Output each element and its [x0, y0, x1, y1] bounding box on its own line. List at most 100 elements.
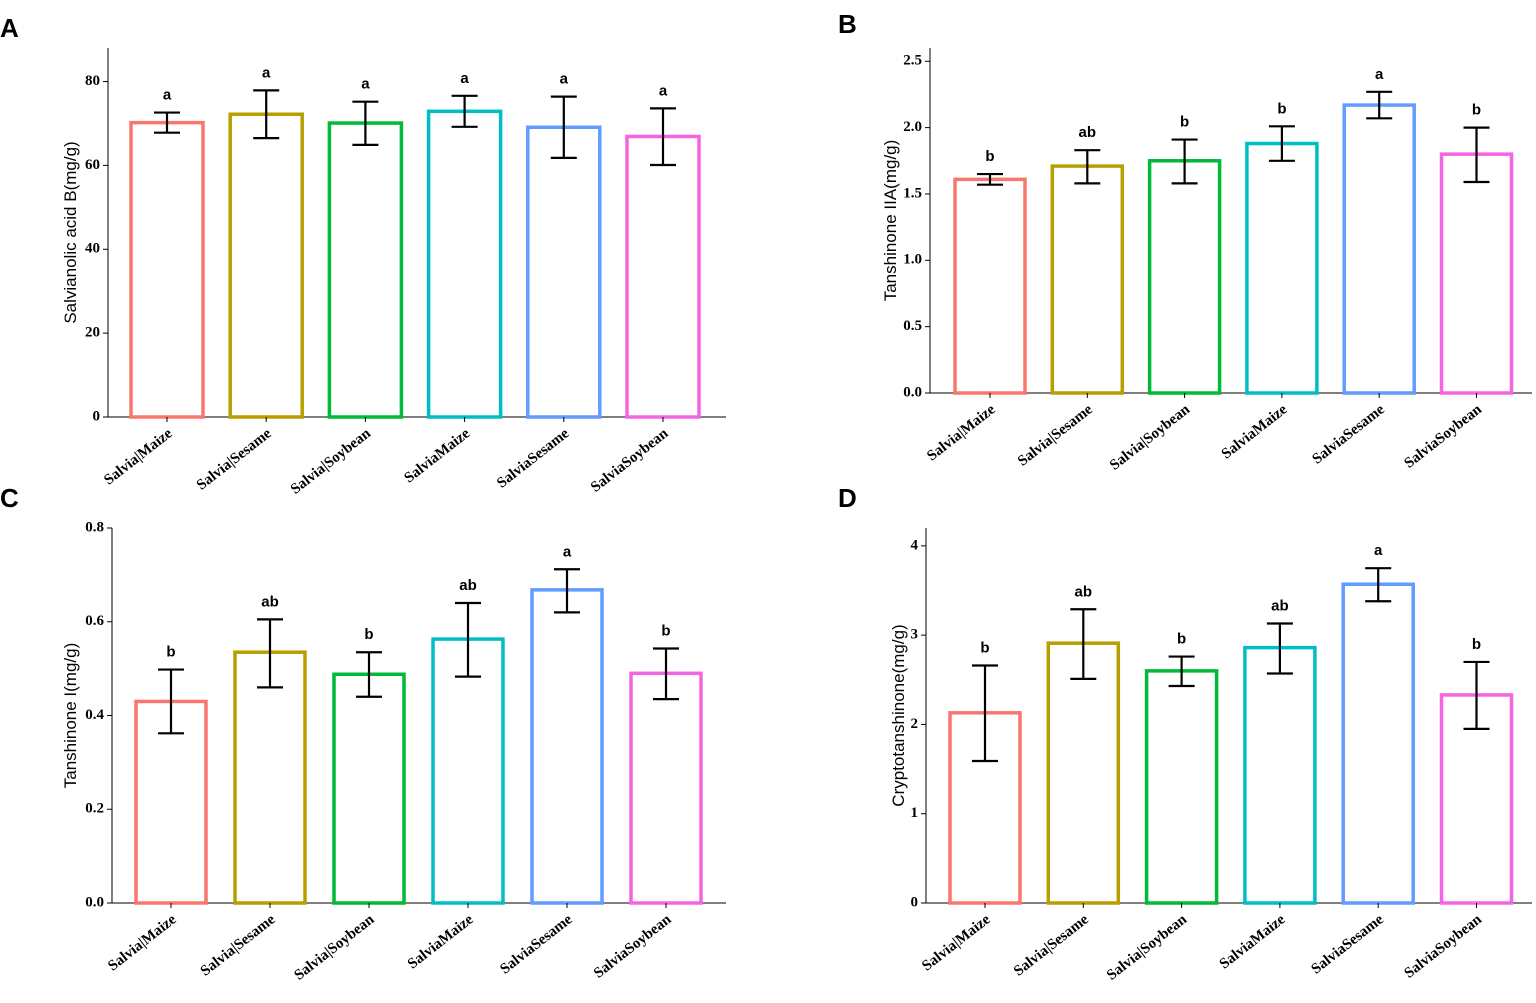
y-tick-label: 0.5	[903, 318, 922, 334]
panel-d: D 0 1 2 3 4 Cryptotanshinone(mg/g) b Salvia|Maiz…	[838, 483, 1532, 984]
x-tick-label: Salvia|Maize	[924, 401, 998, 464]
y-tick-label: 80	[85, 73, 100, 89]
x-tick-label: SalviaMaize	[1217, 911, 1289, 972]
y-tick-label: 0.4	[85, 707, 104, 723]
panel-letter: D	[838, 483, 857, 513]
panel-a: A 0 20 40 60 80 Salvianolic acid B(mg/g) a Salvi…	[0, 13, 726, 498]
error-bar	[650, 107, 676, 167]
error-bar	[1463, 126, 1490, 184]
bar	[625, 134, 701, 419]
significance-letter: a	[361, 76, 370, 93]
x-tick-label: SalviaSoybean	[1402, 401, 1486, 471]
bar	[629, 671, 703, 905]
significance-letter: a	[1374, 542, 1383, 559]
x-tick-label: Salvia|Maize	[101, 425, 175, 488]
bar	[1439, 152, 1514, 395]
x-tick-label: Salvia|Maize	[919, 911, 993, 974]
significance-letter: a	[460, 70, 469, 87]
y-axis-label: Tanshinone I(mg/g)	[61, 643, 80, 789]
bar	[1046, 641, 1121, 905]
bar	[129, 120, 205, 419]
y-tick-label: 40	[85, 241, 100, 257]
error-bar	[972, 664, 998, 763]
y-tick-label: 0.8	[85, 519, 104, 535]
significance-letter: ab	[1271, 598, 1289, 615]
significance-letter: b	[1177, 631, 1186, 648]
panel-b: B 0.0 0.5 1.0 1.5 2.0 2.5 Tanshinone IIA(mg/g) b…	[838, 9, 1532, 474]
significance-letter: ab	[1079, 124, 1097, 141]
significance-letter: b	[364, 626, 373, 643]
x-tick-label: SalviaSoybean	[588, 425, 672, 495]
error-bar	[1070, 608, 1097, 680]
x-tick-label: SalviaMaize	[1219, 401, 1291, 462]
x-tick-label: Salvia|Sesame	[198, 911, 279, 979]
significance-letter: b	[166, 644, 175, 661]
significance-letter: ab	[261, 593, 279, 610]
significance-letter: b	[980, 640, 989, 657]
error-bar	[977, 172, 1003, 186]
error-bar	[653, 647, 679, 701]
bar	[1245, 141, 1319, 395]
x-tick-label: Salvia|Sesame	[1011, 911, 1092, 979]
x-tick-label: SalviaSoybean	[1402, 911, 1486, 981]
bar	[526, 125, 602, 419]
x-tick-label: Salvia|Soybean	[288, 425, 375, 498]
x-tick-label: SalviaSesame	[494, 425, 572, 491]
x-tick-label: SalviaSesame	[497, 911, 575, 977]
y-tick-label: 0.6	[85, 613, 104, 629]
significance-letter: a	[563, 543, 572, 560]
y-tick-label: 1.5	[903, 185, 922, 201]
bar	[1342, 103, 1416, 395]
significance-letter: b	[661, 622, 670, 639]
y-tick-label: 1	[911, 805, 919, 821]
error-bar	[356, 651, 382, 698]
error-bar	[158, 668, 184, 735]
significance-letter: b	[1472, 102, 1481, 119]
x-tick-label: SalviaSesame	[1310, 401, 1388, 467]
bar	[134, 699, 208, 905]
y-tick-label: 0.0	[85, 894, 104, 910]
x-tick-label: SalviaSesame	[1309, 911, 1387, 977]
x-tick-label: Salvia|Sesame	[194, 425, 275, 493]
y-tick-label: 60	[85, 157, 100, 173]
y-tick-label: 4	[911, 537, 919, 553]
x-tick-label: SalviaMaize	[405, 911, 477, 972]
significance-letter: a	[560, 71, 569, 88]
bar	[327, 121, 404, 419]
x-tick-label: SalviaMaize	[401, 425, 473, 486]
significance-letter: b	[1180, 114, 1189, 131]
x-tick-label: Salvia|Soybean	[1104, 911, 1191, 984]
error-bar	[455, 601, 481, 678]
error-bar	[253, 89, 280, 140]
y-axis-label: Salvianolic acid B(mg/g)	[61, 141, 80, 323]
bar	[1144, 669, 1219, 905]
bar	[426, 109, 503, 419]
error-bar	[1168, 655, 1195, 688]
bar	[953, 177, 1027, 395]
x-tick-label: Salvia|Soybean	[291, 911, 378, 984]
bar	[530, 588, 604, 905]
significance-letter: a	[1375, 66, 1384, 83]
error-bar	[1171, 138, 1198, 185]
error-bar	[1463, 660, 1490, 730]
error-bar	[451, 94, 478, 128]
x-tick-label: Salvia|Maize	[105, 911, 179, 974]
y-tick-label: 1.0	[903, 252, 922, 268]
bar	[332, 672, 406, 905]
significance-letter: a	[262, 64, 271, 81]
panel-letter: C	[0, 483, 19, 513]
bar	[1243, 645, 1317, 905]
bar	[1147, 159, 1222, 395]
y-tick-label: 2	[911, 716, 919, 732]
significance-letter: b	[1472, 636, 1481, 653]
bar	[431, 637, 505, 905]
panel-c: C 0.0 0.2 0.4 0.6 0.8 Tanshinone I(mg/g) b Salvi…	[0, 483, 726, 984]
error-bar	[1266, 622, 1293, 675]
y-tick-label: 3	[911, 627, 919, 643]
panel-letter: A	[0, 13, 19, 43]
error-bar	[1268, 125, 1295, 162]
y-axis-label: Cryptotanshinone(mg/g)	[889, 624, 908, 806]
bar	[233, 650, 307, 905]
error-bar	[550, 95, 577, 159]
